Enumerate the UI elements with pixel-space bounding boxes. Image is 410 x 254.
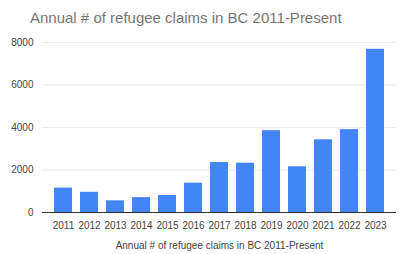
svg-text:2016: 2016 (182, 220, 205, 231)
svg-text:2021: 2021 (312, 220, 335, 231)
svg-text:2013: 2013 (104, 220, 127, 231)
svg-text:4000: 4000 (11, 122, 34, 133)
html-text:Annual # of refugee claims in: Annual # of refugee claims in BC 2011-Pr… (30, 9, 342, 26)
svg-text:2000: 2000 (11, 164, 34, 175)
svg-text:2012: 2012 (78, 220, 101, 231)
svg-text:2017: 2017 (208, 220, 231, 231)
svg-text:2019: 2019 (260, 220, 283, 231)
svg-text:8000: 8000 (11, 37, 34, 48)
svg-text:2022: 2022 (338, 220, 361, 231)
svg-text:2011: 2011 (53, 220, 75, 231)
svg-text:2018: 2018 (234, 220, 257, 231)
svg-text:2014: 2014 (130, 220, 153, 231)
svg-text:0: 0 (28, 207, 34, 218)
svg-text:2023: 2023 (364, 220, 387, 231)
svg-text:6000: 6000 (11, 79, 34, 90)
svg-text:2015: 2015 (156, 220, 179, 231)
svg-text:2020: 2020 (286, 220, 309, 231)
svg-text:Annual # of refugee claims in: Annual # of refugee claims in BC 2011-Pr… (116, 240, 324, 251)
